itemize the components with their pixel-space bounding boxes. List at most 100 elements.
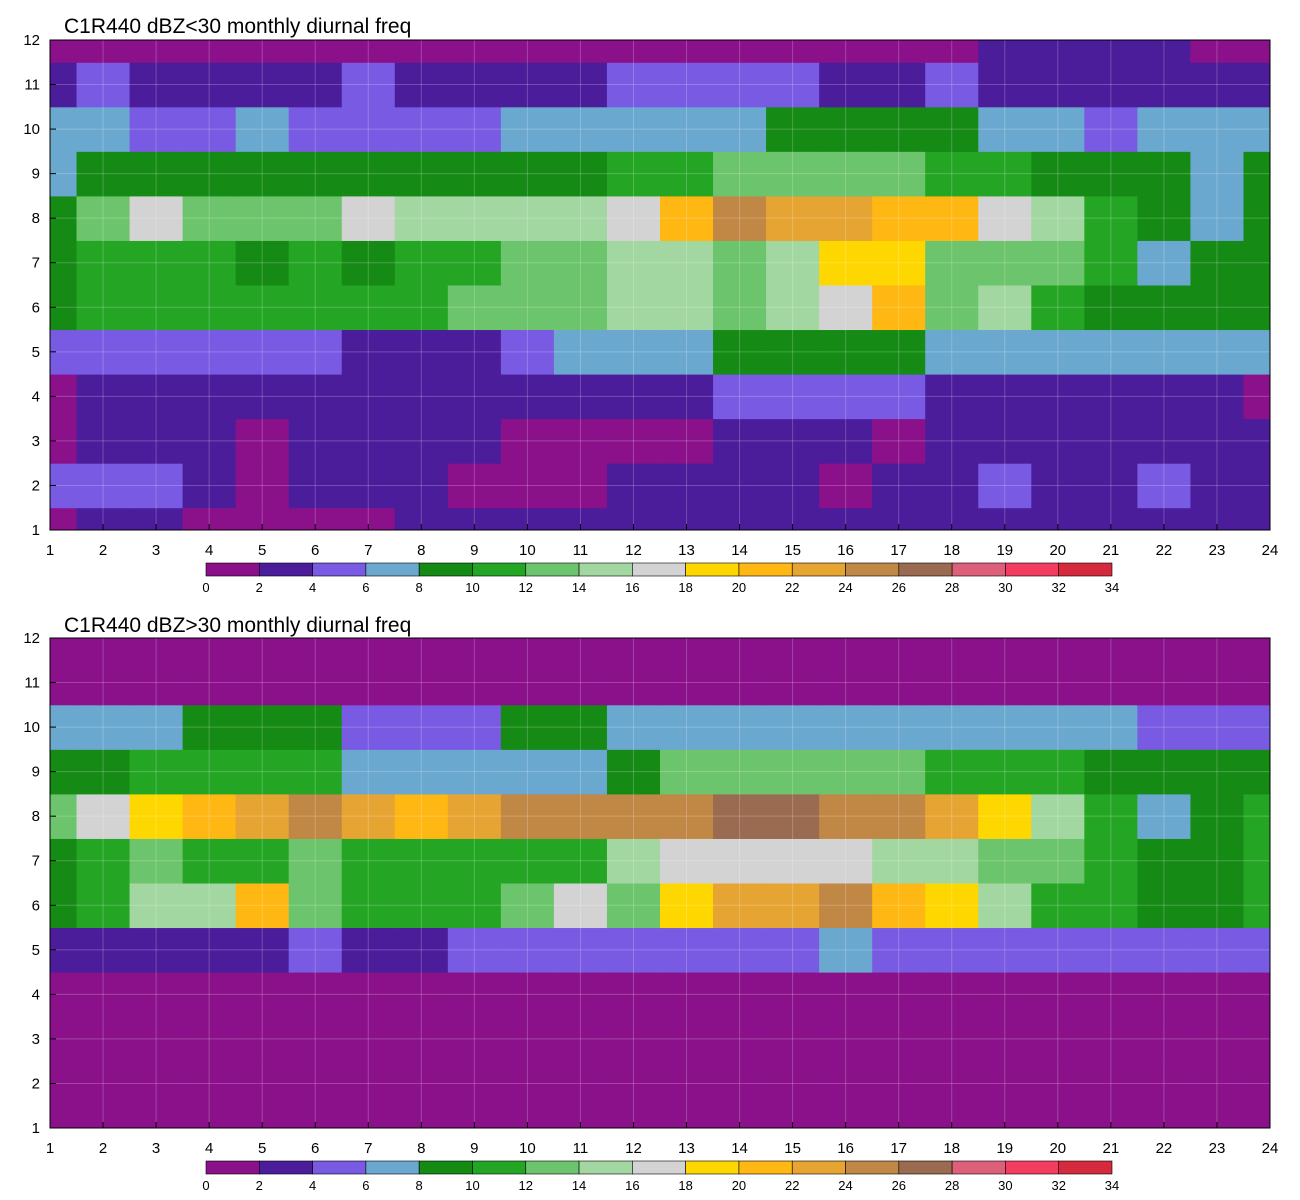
heatmap-cell bbox=[1190, 1061, 1244, 1107]
heatmap-cell bbox=[925, 374, 979, 420]
heatmap-cell bbox=[925, 660, 979, 706]
colorbar-swatch bbox=[525, 1160, 580, 1175]
heatmap-cell bbox=[872, 883, 926, 929]
heatmap-cell bbox=[1031, 507, 1085, 531]
heatmap-cell bbox=[447, 374, 502, 420]
heatmap-cell bbox=[341, 704, 396, 750]
x-tick-label: 20 bbox=[1049, 542, 1066, 559]
colorbar-tick-label: 12 bbox=[519, 580, 533, 595]
heatmap-cell bbox=[1190, 418, 1244, 464]
colorbar-swatch bbox=[472, 562, 527, 577]
x-tick-label: 15 bbox=[784, 1140, 801, 1157]
colorbar-tick-label: 20 bbox=[732, 580, 746, 595]
heatmap-cell bbox=[872, 793, 926, 839]
heatmap-cell bbox=[1190, 793, 1244, 839]
colorbar-tick-label: 28 bbox=[945, 1178, 959, 1193]
heatmap-cell bbox=[288, 285, 343, 331]
heatmap-cell bbox=[1084, 418, 1138, 464]
heatmap-cell bbox=[394, 704, 449, 750]
heatmap-cell bbox=[925, 927, 979, 973]
colorbar-swatch bbox=[845, 562, 900, 577]
heatmap-cell bbox=[500, 972, 555, 1018]
heatmap-cell bbox=[76, 507, 131, 531]
heatmap-cell bbox=[76, 62, 131, 108]
heatmap-cell bbox=[182, 240, 237, 286]
heatmap-cell bbox=[341, 374, 396, 420]
heatmap-cell bbox=[500, 927, 555, 973]
heatmap-cell bbox=[766, 1061, 820, 1107]
grid-lines bbox=[49, 637, 1271, 1129]
heatmap-cell bbox=[553, 749, 608, 795]
heatmap-cell bbox=[1190, 704, 1244, 750]
heatmap-cell bbox=[1084, 329, 1138, 375]
heatmap-cell bbox=[76, 927, 131, 973]
heatmap-cell bbox=[1190, 660, 1244, 706]
heatmap-cell bbox=[872, 927, 926, 973]
heatmap-cell bbox=[606, 463, 661, 509]
heatmap-cell bbox=[394, 1105, 449, 1129]
heatmap-cell bbox=[288, 927, 343, 973]
y-tick-label: 1 bbox=[32, 522, 40, 539]
heatmap-cell bbox=[606, 1105, 661, 1129]
heatmap-cell bbox=[660, 151, 714, 197]
heatmap-cell bbox=[1137, 285, 1191, 331]
y-tick-label: 4 bbox=[32, 986, 40, 1003]
heatmap-cell bbox=[1137, 1061, 1191, 1107]
heatmap-cell bbox=[606, 106, 661, 152]
heatmap-cell bbox=[660, 638, 714, 661]
heatmap-cell bbox=[553, 972, 608, 1018]
x-tick-label: 14 bbox=[731, 542, 748, 559]
heatmap-cell bbox=[1243, 329, 1271, 375]
heatmap-cell bbox=[341, 1105, 396, 1129]
heatmap-cell bbox=[182, 793, 237, 839]
heatmap-cell bbox=[553, 106, 608, 152]
heatmap-cell bbox=[1084, 660, 1138, 706]
y-tick-label: 8 bbox=[32, 210, 40, 227]
heatmap-cell bbox=[819, 1061, 873, 1107]
heatmap-cell bbox=[1031, 1105, 1085, 1129]
heatmap-cell bbox=[129, 660, 184, 706]
heatmap-cell bbox=[1031, 240, 1085, 286]
heatmap-cell bbox=[606, 195, 661, 241]
heatmap-cell bbox=[553, 195, 608, 241]
heatmap-cell bbox=[766, 463, 820, 509]
heatmap-cell bbox=[978, 1105, 1032, 1129]
heatmap-cell bbox=[50, 507, 78, 531]
colorbar-tick-label: 22 bbox=[785, 1178, 799, 1193]
colorbar: 0 2 4 6 8 10 12 14 16 18 20 22 24 26 28 30 32 34 bbox=[202, 562, 1119, 595]
heatmap-cell bbox=[553, 883, 608, 929]
heatmap-cell bbox=[660, 285, 714, 331]
plot-frame bbox=[49, 637, 1271, 1129]
heatmap-cell bbox=[235, 40, 290, 63]
heatmap-cell bbox=[500, 240, 555, 286]
heatmap-cell bbox=[1243, 883, 1271, 929]
y-tick-label: 1 bbox=[32, 1120, 40, 1137]
heatmap-cell bbox=[288, 195, 343, 241]
heatmap-cell bbox=[500, 638, 555, 661]
heatmap-cell bbox=[1031, 329, 1085, 375]
heatmap-cell bbox=[1031, 793, 1085, 839]
heatmap-cell bbox=[978, 883, 1032, 929]
heatmap-cell bbox=[500, 285, 555, 331]
heatmap-cell bbox=[660, 749, 714, 795]
x-tick-label: 18 bbox=[943, 1140, 960, 1157]
heatmap-cell bbox=[288, 838, 343, 884]
heatmap-cell bbox=[1031, 704, 1085, 750]
y-tick-label: 8 bbox=[32, 808, 40, 825]
colorbar-tick-label: 8 bbox=[416, 580, 423, 595]
y-tick-label: 12 bbox=[23, 630, 40, 647]
heatmap-cell bbox=[553, 418, 608, 464]
heatmap-cell bbox=[235, 927, 290, 973]
heatmap-cell bbox=[925, 285, 979, 331]
x-tick-label: 5 bbox=[258, 542, 266, 559]
colorbar-tick-label: 16 bbox=[625, 1178, 639, 1193]
heatmap-cell bbox=[447, 1105, 502, 1129]
heatmap-cell bbox=[1243, 151, 1271, 197]
heatmap-cell bbox=[553, 927, 608, 973]
heatmap-cell bbox=[1190, 195, 1244, 241]
heatmap-cell bbox=[500, 704, 555, 750]
heatmap-cell bbox=[235, 285, 290, 331]
heatmap-cell bbox=[819, 883, 873, 929]
heatmap-cell bbox=[1084, 62, 1138, 108]
